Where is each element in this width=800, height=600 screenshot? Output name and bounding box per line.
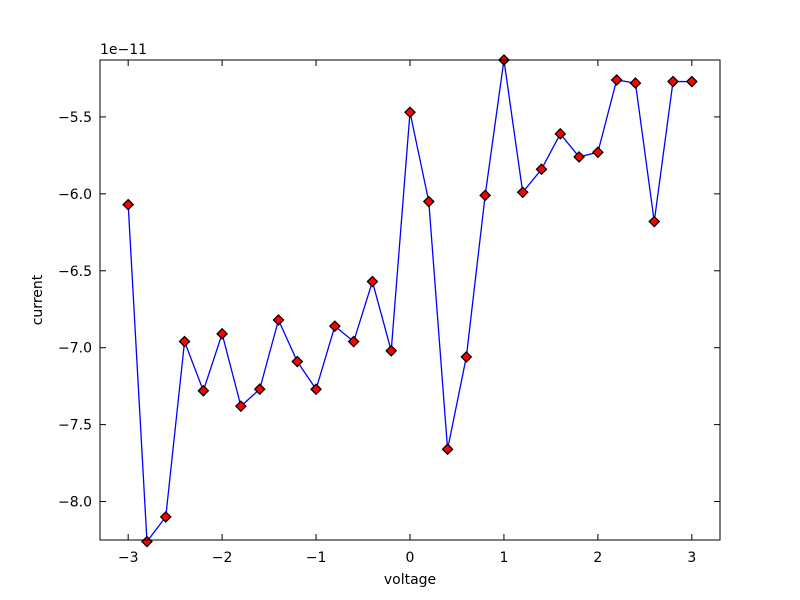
data-point	[178, 335, 191, 348]
data-point	[404, 106, 416, 119]
data-point	[535, 163, 548, 176]
x-tick-label: −3	[118, 550, 139, 566]
data-point	[366, 275, 379, 288]
data-point	[122, 198, 135, 211]
data-point	[573, 151, 586, 163]
data-point	[216, 327, 229, 340]
data-point	[310, 383, 322, 396]
x-tick-label: −1	[306, 550, 327, 566]
y-tick-label: −5.5	[58, 110, 92, 126]
data-point	[291, 355, 304, 368]
data-point	[272, 314, 285, 326]
data-point	[253, 383, 266, 396]
x-tick-label: 1	[499, 550, 508, 566]
x-tick-label: −2	[212, 550, 233, 566]
data-point	[441, 443, 454, 456]
data-point	[629, 77, 642, 89]
y-axis-label: current	[30, 274, 46, 325]
data-point	[591, 146, 604, 159]
data-point	[197, 384, 210, 397]
data-point	[141, 535, 153, 548]
x-tick-label: 3	[687, 550, 696, 566]
y-tick-label: −7.0	[58, 341, 92, 357]
x-tick-label: 0	[406, 550, 415, 566]
y-tick-label: −6.5	[58, 264, 92, 280]
y-tick-label: −6.0	[58, 187, 92, 203]
data-point	[667, 75, 679, 88]
data-point	[685, 75, 698, 88]
data-point	[234, 400, 247, 413]
x-tick-label: 2	[593, 550, 602, 566]
y-tick-label: −8.0	[58, 495, 92, 511]
data-point	[328, 320, 341, 333]
data-point	[648, 215, 661, 228]
series-line	[127, 59, 692, 544]
y-offset-label: 1e−11	[100, 42, 147, 58]
data-layer	[122, 54, 698, 548]
x-axis-label: voltage	[384, 572, 436, 588]
data-point	[610, 74, 623, 86]
data-point	[516, 186, 529, 199]
y-tick-label: −7.5	[58, 418, 92, 434]
axis-ticks: −3 −2 −1 0 1 2 3 −8.0 −7.5 −7.0 −6.5 −6.0 −5.5	[58, 60, 720, 566]
axes-frame	[99, 59, 721, 541]
data-point	[347, 335, 360, 348]
data-point	[554, 127, 567, 140]
data-point	[479, 189, 492, 202]
data-point	[422, 195, 435, 208]
data-point	[460, 351, 473, 363]
data-point	[159, 511, 172, 523]
data-point	[385, 344, 398, 357]
